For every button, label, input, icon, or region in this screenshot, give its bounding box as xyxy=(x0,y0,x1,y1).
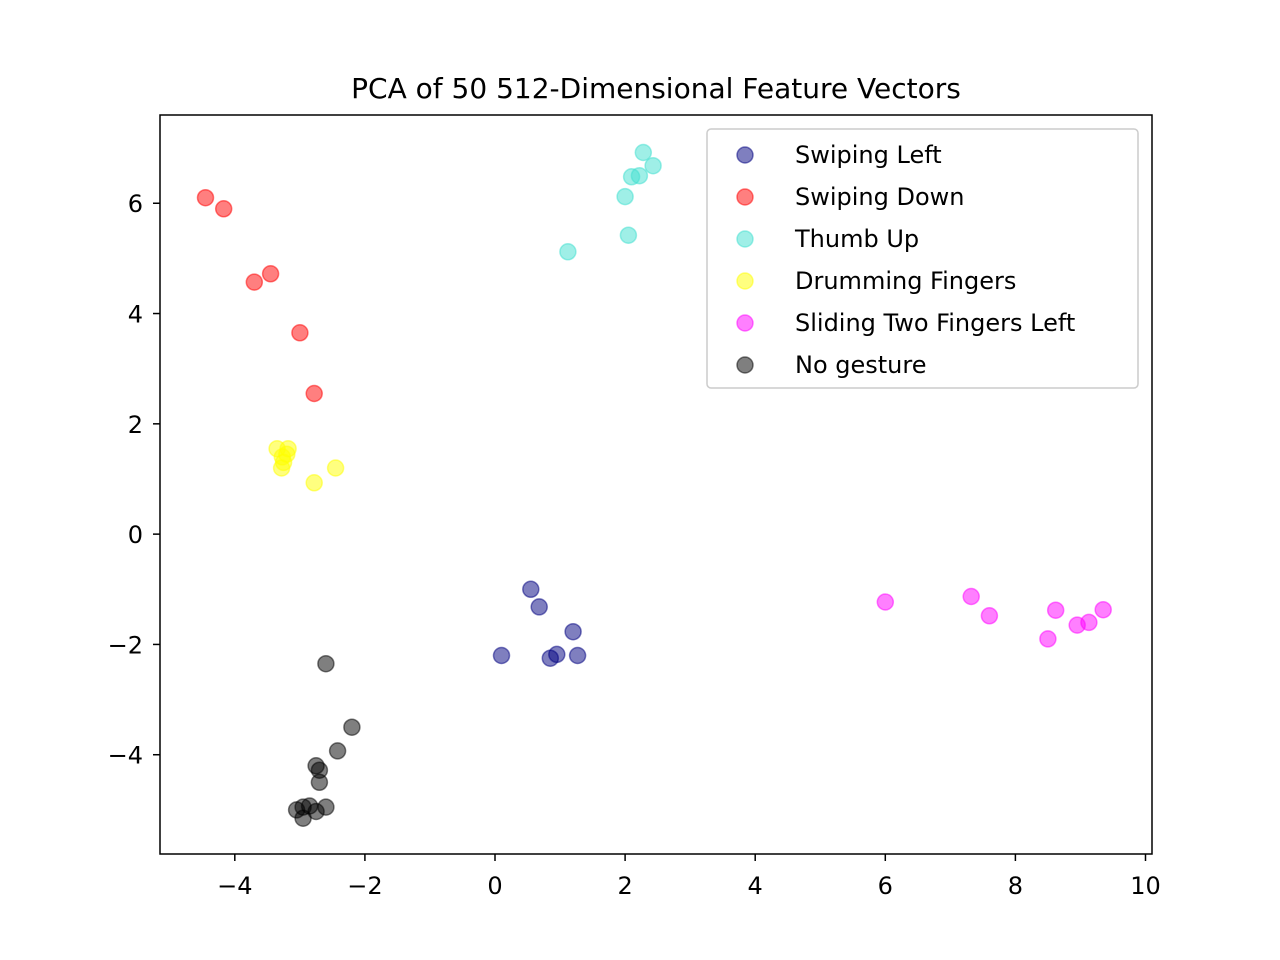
x-tick-label: 6 xyxy=(878,872,893,900)
x-tick-label: −2 xyxy=(347,872,382,900)
data-point xyxy=(634,143,653,162)
legend-label: Drumming Fingers xyxy=(795,267,1016,295)
legend-marker xyxy=(736,188,754,206)
series-5 xyxy=(287,654,361,827)
data-point xyxy=(245,273,264,291)
y-tick-label: 6 xyxy=(128,190,143,218)
data-point xyxy=(305,384,323,403)
data-point xyxy=(619,226,638,244)
legend-label: Swiping Left xyxy=(795,141,942,169)
legend-label: Thumb Up xyxy=(794,225,919,253)
series-4 xyxy=(876,587,1112,648)
legend-marker xyxy=(736,314,754,332)
data-point xyxy=(492,646,511,665)
legend-marker xyxy=(736,146,754,164)
data-point xyxy=(272,459,291,477)
y-tick-label: 4 xyxy=(128,301,143,329)
data-point xyxy=(196,188,215,207)
data-point xyxy=(644,156,662,175)
legend: Swiping Left Swiping Down Thumb Up Drumming… xyxy=(706,128,1139,389)
data-point xyxy=(1080,613,1098,632)
data-point xyxy=(1094,600,1112,619)
data-point xyxy=(876,593,895,611)
data-point xyxy=(548,645,566,664)
x-tick-label: 8 xyxy=(1008,872,1023,900)
data-point xyxy=(343,718,361,736)
y-tick-label: 2 xyxy=(128,411,143,439)
data-point xyxy=(317,654,335,673)
data-point xyxy=(980,607,999,625)
legend-label: Sliding Two Fingers Left xyxy=(795,309,1075,337)
legend-marker xyxy=(736,230,754,248)
data-point xyxy=(616,187,634,206)
y-tick-label: 0 xyxy=(128,521,143,549)
axes-layer: −4 −2 0 2 4 6 8 10 −4 −2 0 2 4 6 xyxy=(108,190,1161,900)
data-point xyxy=(559,243,577,261)
y-tick-label: −2 xyxy=(108,631,143,659)
x-tick-label: 10 xyxy=(1130,872,1161,900)
data-point xyxy=(326,459,345,477)
y-tick-label: −4 xyxy=(108,742,143,770)
data-point xyxy=(962,587,980,606)
plot-area-frame xyxy=(159,114,1153,855)
data-point xyxy=(1039,630,1057,648)
data-point xyxy=(310,773,329,792)
data-point xyxy=(530,598,548,616)
data-point xyxy=(522,580,540,599)
x-tick-label: 2 xyxy=(617,872,632,900)
series-0 xyxy=(492,580,587,667)
series-2 xyxy=(559,143,662,261)
legend-label: No gesture xyxy=(795,351,927,379)
series-1 xyxy=(196,188,323,403)
data-point xyxy=(1046,601,1065,619)
data-point xyxy=(214,200,233,218)
data-point xyxy=(261,265,280,283)
data-point xyxy=(568,646,587,665)
legend-marker xyxy=(736,356,754,374)
data-point xyxy=(328,742,347,760)
chart-title: PCA of 50 512-Dimensional Feature Vector… xyxy=(351,72,961,105)
legend-marker xyxy=(736,272,754,290)
data-point xyxy=(294,809,312,827)
x-tick-label: 4 xyxy=(748,872,763,900)
series-3 xyxy=(268,439,345,492)
x-tick-label: −4 xyxy=(217,872,252,900)
legend-label: Swiping Down xyxy=(795,183,965,211)
data-point xyxy=(305,474,323,492)
points-layer xyxy=(196,143,1112,827)
data-point xyxy=(317,798,335,816)
legend-box xyxy=(706,128,1139,389)
x-tick-label: 0 xyxy=(487,872,502,900)
data-point xyxy=(630,166,649,185)
data-point xyxy=(291,324,309,342)
data-point xyxy=(564,622,582,641)
